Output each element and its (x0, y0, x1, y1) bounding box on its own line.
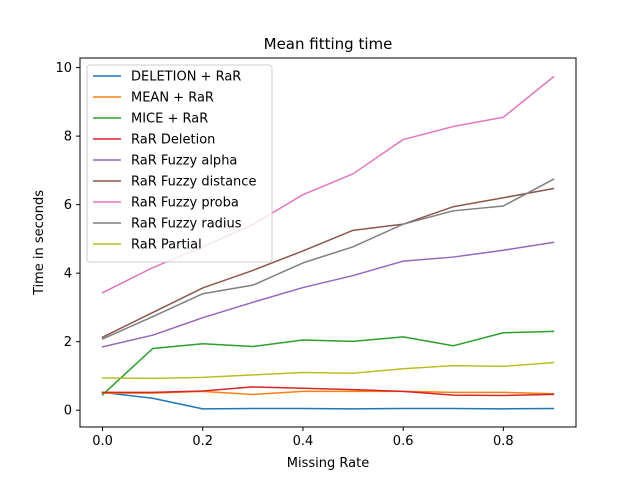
plot-lines (101, 75, 555, 410)
legend-label: MICE + RaR (131, 112, 208, 127)
x-axis-label: Missing Rate (287, 456, 369, 471)
x-tick-label: 0.8 (493, 434, 514, 449)
series-line-3 (101, 330, 555, 396)
series-line-4 (101, 386, 555, 397)
x-axis-ticks: 0.0 0.2 0.4 0.6 0.8 (92, 427, 514, 449)
legend-box (86, 64, 273, 263)
x-tick-label: 0.2 (192, 434, 213, 449)
y-axis-label: Time in seconds (32, 190, 47, 296)
y-tick-label: 10 (55, 61, 72, 76)
y-tick-label: 0 (64, 404, 72, 419)
legend: DELETION + RaR MEAN + RaR MICE + RaR RaR De… (86, 64, 273, 263)
legend-label: RaR Fuzzy radius (131, 217, 242, 232)
y-tick-label: 2 (64, 335, 72, 350)
legend-label: RaR Fuzzy alpha (131, 154, 237, 169)
x-tick-label: 0.0 (92, 434, 113, 449)
chart-title: Mean fitting time (264, 35, 393, 53)
series-line-5 (101, 241, 555, 348)
series-line-1 (101, 391, 555, 410)
x-tick-label: 0.6 (393, 434, 414, 449)
legend-label: RaR Deletion (131, 133, 215, 148)
y-tick-label: 6 (64, 198, 72, 213)
series-line-6 (101, 187, 555, 339)
y-axis-ticks: 0 2 4 6 8 10 (55, 61, 80, 419)
plot-frame (79, 57, 577, 428)
legend-label: RaR Fuzzy distance (131, 175, 256, 190)
x-tick-label: 0.4 (293, 434, 314, 449)
legend-label: RaR Fuzzy proba (131, 196, 239, 211)
y-tick-label: 4 (64, 267, 72, 282)
legend-label: RaR Partial (131, 238, 202, 253)
legend-label: DELETION + RaR (131, 70, 241, 85)
y-tick-label: 8 (64, 130, 72, 145)
series-line-8 (101, 178, 555, 340)
legend-label: MEAN + RaR (131, 91, 214, 106)
series-line-9 (101, 361, 555, 380)
